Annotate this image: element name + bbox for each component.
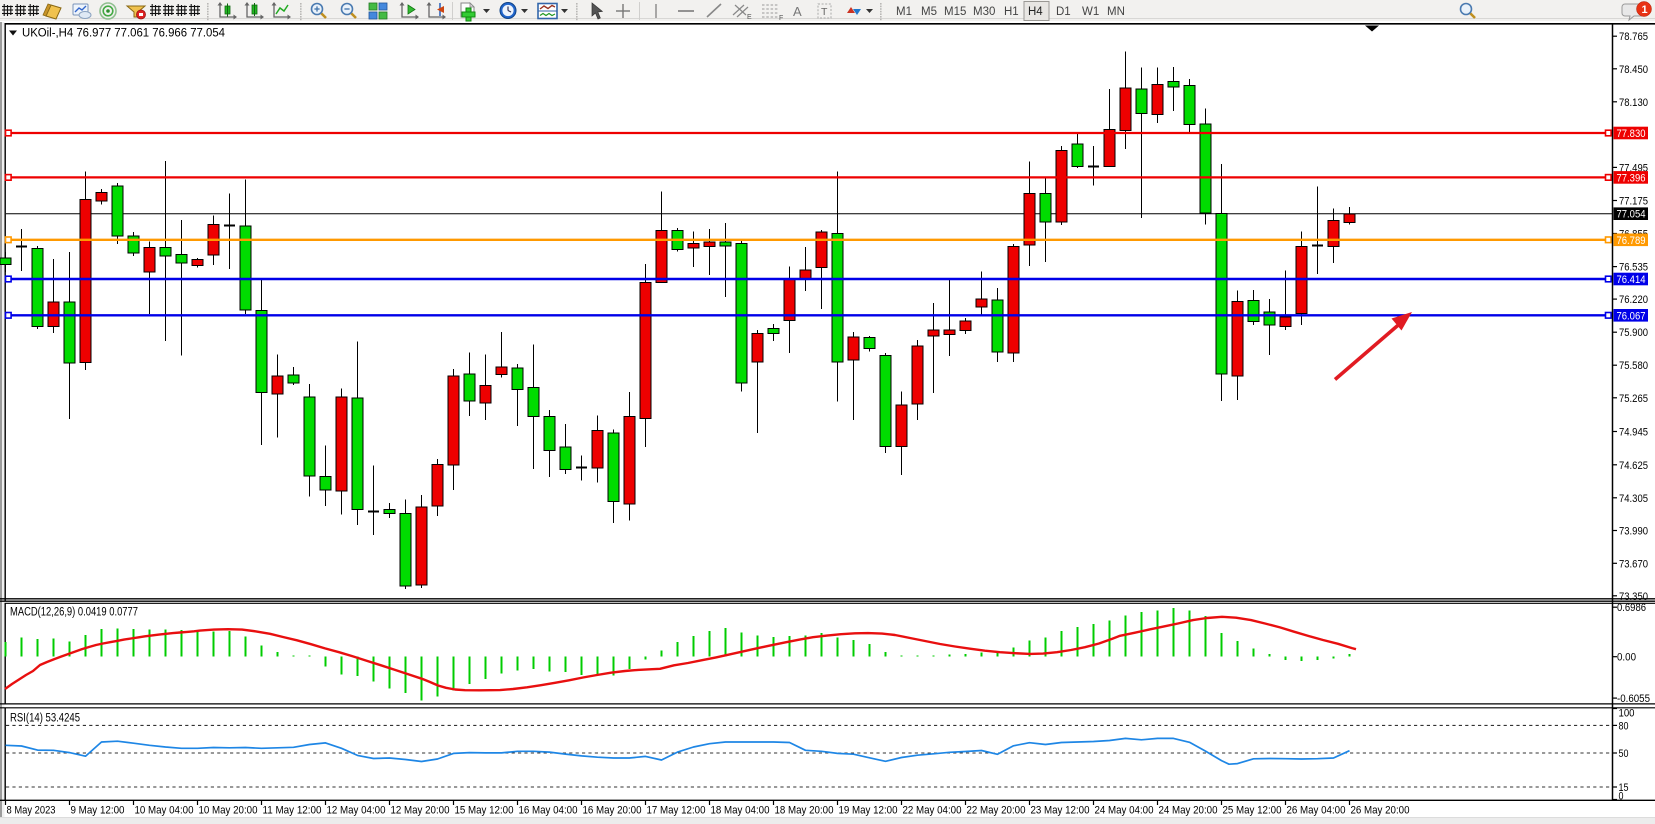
svg-text:78.450: 78.450 — [1619, 64, 1648, 76]
svg-text:H1: H1 — [1004, 6, 1019, 18]
svg-text:8 May 2023: 8 May 2023 — [7, 805, 56, 817]
svg-text:MN: MN — [1107, 6, 1125, 18]
svg-text:74.305: 74.305 — [1619, 493, 1648, 505]
svg-text:78.765: 78.765 — [1619, 31, 1648, 43]
svg-text:9 May 12:00: 9 May 12:00 — [71, 805, 125, 817]
svg-text:19 May 12:00: 19 May 12:00 — [839, 805, 898, 817]
svg-text:25 May 12:00: 25 May 12:00 — [1223, 805, 1282, 817]
svg-text:24 May 04:00: 24 May 04:00 — [1095, 805, 1154, 817]
svg-text:W1: W1 — [1082, 6, 1099, 18]
svg-text:M30: M30 — [973, 6, 995, 18]
svg-text:77.054: 77.054 — [1617, 209, 1646, 221]
svg-text:E: E — [747, 14, 752, 21]
svg-text:100: 100 — [1619, 708, 1635, 720]
svg-text:15 May 12:00: 15 May 12:00 — [455, 805, 514, 817]
svg-text:18 May 04:00: 18 May 04:00 — [711, 805, 770, 817]
svg-text:MACD(12,26,9) 0.0419 0.0777: MACD(12,26,9) 0.0419 0.0777 — [10, 607, 138, 619]
svg-text:16 May 20:00: 16 May 20:00 — [583, 805, 642, 817]
svg-text:74.625: 74.625 — [1619, 460, 1648, 472]
svg-text:11 May 12:00: 11 May 12:00 — [263, 805, 322, 817]
svg-text:73.350: 73.350 — [1619, 591, 1648, 603]
svg-text:M1: M1 — [896, 6, 912, 18]
svg-text:26 May 04:00: 26 May 04:00 — [1287, 805, 1346, 817]
svg-text:M15: M15 — [944, 6, 966, 18]
svg-text:10 May 20:00: 10 May 20:00 — [199, 805, 258, 817]
svg-text:A: A — [793, 4, 802, 19]
svg-text:RSI(14) 53.4245: RSI(14) 53.4245 — [10, 713, 80, 725]
svg-text:24 May 20:00: 24 May 20:00 — [1159, 805, 1218, 817]
svg-text:15: 15 — [1619, 782, 1629, 794]
svg-text:M5: M5 — [921, 6, 937, 18]
svg-text:12 May 20:00: 12 May 20:00 — [391, 805, 450, 817]
svg-text:23 May 12:00: 23 May 12:00 — [1031, 805, 1090, 817]
svg-text:75.265: 75.265 — [1619, 393, 1648, 405]
svg-text:73.990: 73.990 — [1619, 526, 1648, 538]
svg-text:75.900: 75.900 — [1619, 327, 1648, 339]
svg-text:75.580: 75.580 — [1619, 360, 1648, 372]
svg-text:H4: H4 — [1028, 6, 1043, 18]
svg-text:12 May 04:00: 12 May 04:00 — [327, 805, 386, 817]
svg-text:1: 1 — [1642, 4, 1648, 16]
svg-text:22 May 20:00: 22 May 20:00 — [967, 805, 1026, 817]
svg-text:77.396: 77.396 — [1617, 172, 1646, 184]
svg-text:77.175: 77.175 — [1619, 196, 1648, 208]
svg-text:17 May 12:00: 17 May 12:00 — [647, 805, 706, 817]
svg-text:76.789: 76.789 — [1617, 235, 1646, 247]
svg-text:50: 50 — [1619, 748, 1629, 760]
svg-text:T: T — [821, 6, 828, 18]
svg-text:D1: D1 — [1056, 6, 1071, 18]
svg-text:-0.6055: -0.6055 — [1617, 693, 1650, 705]
svg-text:78.130: 78.130 — [1619, 97, 1648, 109]
svg-text:0.6986: 0.6986 — [1617, 602, 1646, 614]
svg-text:76.414: 76.414 — [1617, 274, 1646, 286]
svg-text:74.945: 74.945 — [1619, 427, 1648, 439]
svg-text:F: F — [779, 15, 783, 22]
svg-text:10 May 04:00: 10 May 04:00 — [135, 805, 194, 817]
svg-text:0: 0 — [1619, 791, 1624, 803]
svg-text:77.830: 77.830 — [1617, 128, 1646, 140]
svg-text:18 May 20:00: 18 May 20:00 — [775, 805, 834, 817]
svg-text:76.220: 76.220 — [1619, 294, 1648, 306]
svg-text:16 May 04:00: 16 May 04:00 — [519, 805, 578, 817]
svg-text:80: 80 — [1619, 720, 1629, 732]
svg-text:76.535: 76.535 — [1619, 262, 1648, 274]
svg-text:22 May 04:00: 22 May 04:00 — [903, 805, 962, 817]
svg-text:0.00: 0.00 — [1617, 652, 1636, 664]
svg-text:26 May 20:00: 26 May 20:00 — [1351, 805, 1410, 817]
svg-text:UKOil-,H4 76.977 77.061 76.96: UKOil-,H4 76.977 77.061 76.966 77.054 — [22, 28, 226, 40]
svg-text:73.670: 73.670 — [1619, 558, 1648, 570]
svg-text:76.067: 76.067 — [1617, 310, 1646, 322]
